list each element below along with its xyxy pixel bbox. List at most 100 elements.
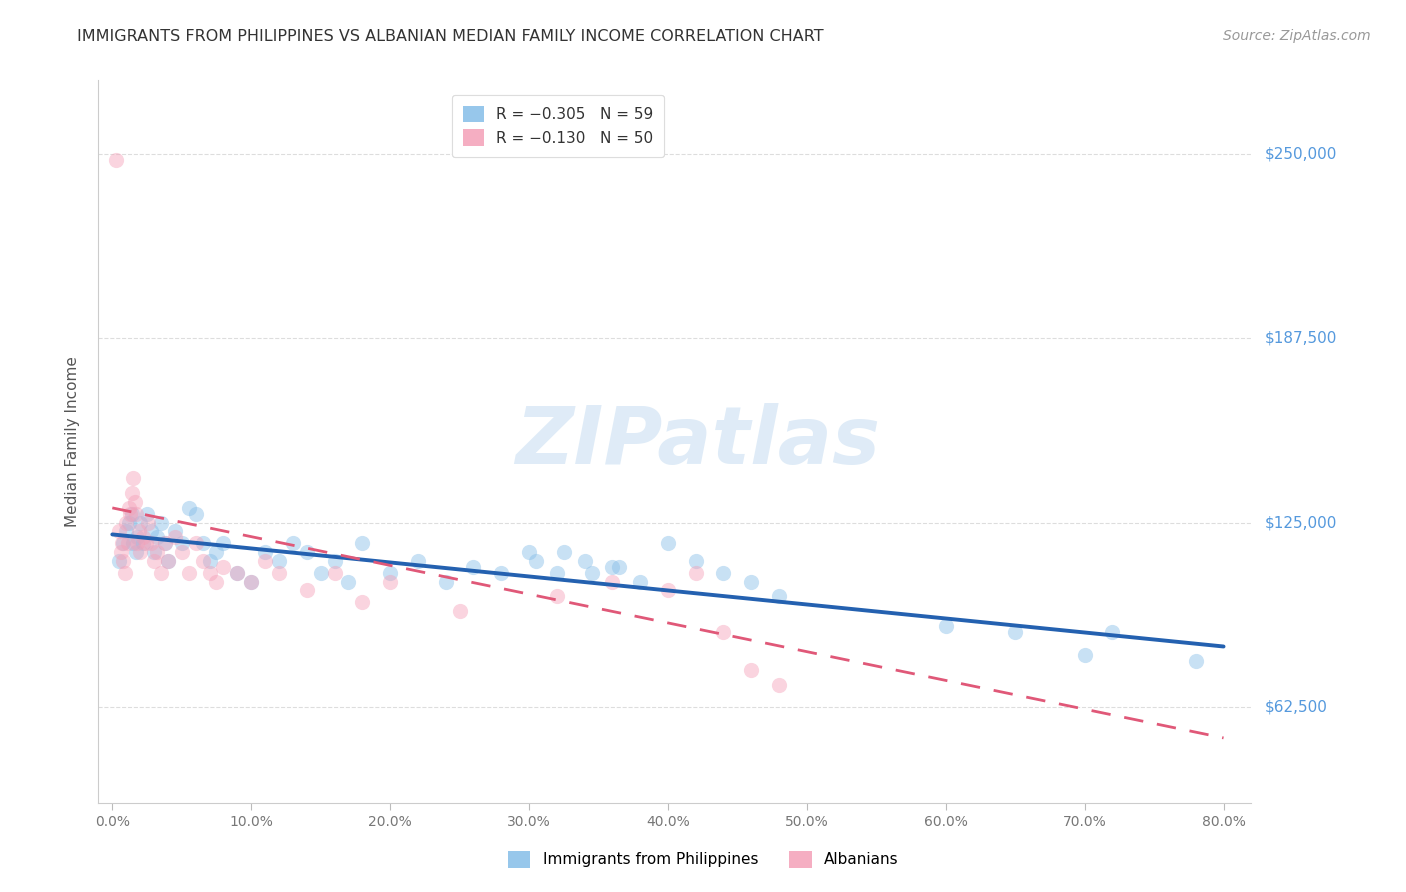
Point bbox=[768, 590, 790, 604]
Text: ZIPatlas: ZIPatlas bbox=[516, 402, 880, 481]
Point bbox=[581, 566, 603, 580]
Point bbox=[323, 566, 346, 580]
Point bbox=[128, 524, 150, 539]
Point bbox=[136, 507, 159, 521]
Text: $187,500: $187,500 bbox=[1265, 331, 1337, 346]
Point bbox=[177, 500, 200, 515]
Point bbox=[1184, 654, 1206, 668]
Point bbox=[309, 566, 332, 580]
Point bbox=[121, 507, 143, 521]
Point bbox=[546, 566, 568, 580]
Point bbox=[517, 545, 540, 559]
Point bbox=[110, 545, 132, 559]
Point bbox=[141, 536, 163, 550]
Point bbox=[449, 604, 471, 618]
Point bbox=[112, 554, 135, 568]
Point bbox=[117, 536, 139, 550]
Point bbox=[153, 536, 176, 550]
Point bbox=[149, 516, 172, 530]
Point bbox=[713, 624, 735, 639]
Point bbox=[122, 471, 145, 485]
Text: $62,500: $62,500 bbox=[1265, 699, 1329, 714]
Point bbox=[153, 536, 176, 550]
Point bbox=[768, 678, 790, 692]
Point bbox=[108, 554, 131, 568]
Point bbox=[143, 545, 166, 559]
Point bbox=[143, 554, 166, 568]
Point bbox=[546, 590, 568, 604]
Point bbox=[240, 574, 263, 589]
Point bbox=[295, 583, 318, 598]
Point bbox=[105, 153, 128, 167]
Text: $125,000: $125,000 bbox=[1265, 516, 1337, 530]
Point bbox=[170, 536, 193, 550]
Point bbox=[122, 536, 145, 550]
Point bbox=[198, 554, 221, 568]
Point bbox=[463, 560, 485, 574]
Point bbox=[226, 566, 249, 580]
Point bbox=[191, 554, 214, 568]
Point bbox=[226, 566, 249, 580]
Point bbox=[267, 554, 290, 568]
Point bbox=[163, 524, 186, 539]
Point bbox=[406, 554, 429, 568]
Point bbox=[491, 566, 513, 580]
Point bbox=[111, 536, 134, 550]
Point bbox=[352, 595, 374, 609]
Point bbox=[191, 536, 214, 550]
Point bbox=[177, 566, 200, 580]
Point bbox=[118, 516, 141, 530]
Point bbox=[163, 530, 186, 544]
Point bbox=[114, 566, 136, 580]
Point bbox=[212, 560, 235, 574]
Point bbox=[132, 530, 155, 544]
Point bbox=[184, 507, 207, 521]
Point bbox=[935, 619, 957, 633]
Point bbox=[685, 566, 707, 580]
Point bbox=[378, 566, 401, 580]
Point bbox=[129, 516, 152, 530]
Point bbox=[574, 554, 596, 568]
Point bbox=[1073, 648, 1095, 663]
Point bbox=[205, 574, 228, 589]
Text: $250,000: $250,000 bbox=[1265, 146, 1337, 161]
Point bbox=[120, 507, 142, 521]
Point bbox=[124, 495, 146, 509]
Legend: R = −0.305   N = 59, R = −0.130   N = 50: R = −0.305 N = 59, R = −0.130 N = 50 bbox=[451, 95, 664, 157]
Point bbox=[281, 536, 304, 550]
Point bbox=[657, 583, 679, 598]
Point bbox=[685, 554, 707, 568]
Point bbox=[115, 516, 138, 530]
Point bbox=[127, 530, 149, 544]
Point bbox=[212, 536, 235, 550]
Point bbox=[156, 554, 179, 568]
Point bbox=[127, 536, 149, 550]
Point bbox=[145, 545, 167, 559]
Point bbox=[170, 545, 193, 559]
Legend: Immigrants from Philippines, Albanians: Immigrants from Philippines, Albanians bbox=[502, 845, 904, 873]
Point bbox=[108, 524, 131, 539]
Point bbox=[118, 500, 141, 515]
Point bbox=[602, 560, 624, 574]
Point bbox=[254, 545, 277, 559]
Point bbox=[267, 566, 290, 580]
Point bbox=[713, 566, 735, 580]
Point bbox=[1101, 624, 1123, 639]
Text: Source: ZipAtlas.com: Source: ZipAtlas.com bbox=[1223, 29, 1371, 44]
Point bbox=[524, 554, 547, 568]
Point bbox=[132, 536, 155, 550]
Y-axis label: Median Family Income: Median Family Income bbox=[65, 356, 80, 527]
Point bbox=[121, 486, 143, 500]
Point bbox=[145, 530, 167, 544]
Point bbox=[323, 554, 346, 568]
Point bbox=[141, 524, 163, 539]
Point bbox=[125, 507, 148, 521]
Point bbox=[740, 574, 762, 589]
Point bbox=[125, 545, 148, 559]
Point bbox=[184, 536, 207, 550]
Point bbox=[657, 536, 679, 550]
Point bbox=[1004, 624, 1026, 639]
Point bbox=[352, 536, 374, 550]
Point bbox=[129, 545, 152, 559]
Point bbox=[135, 536, 157, 550]
